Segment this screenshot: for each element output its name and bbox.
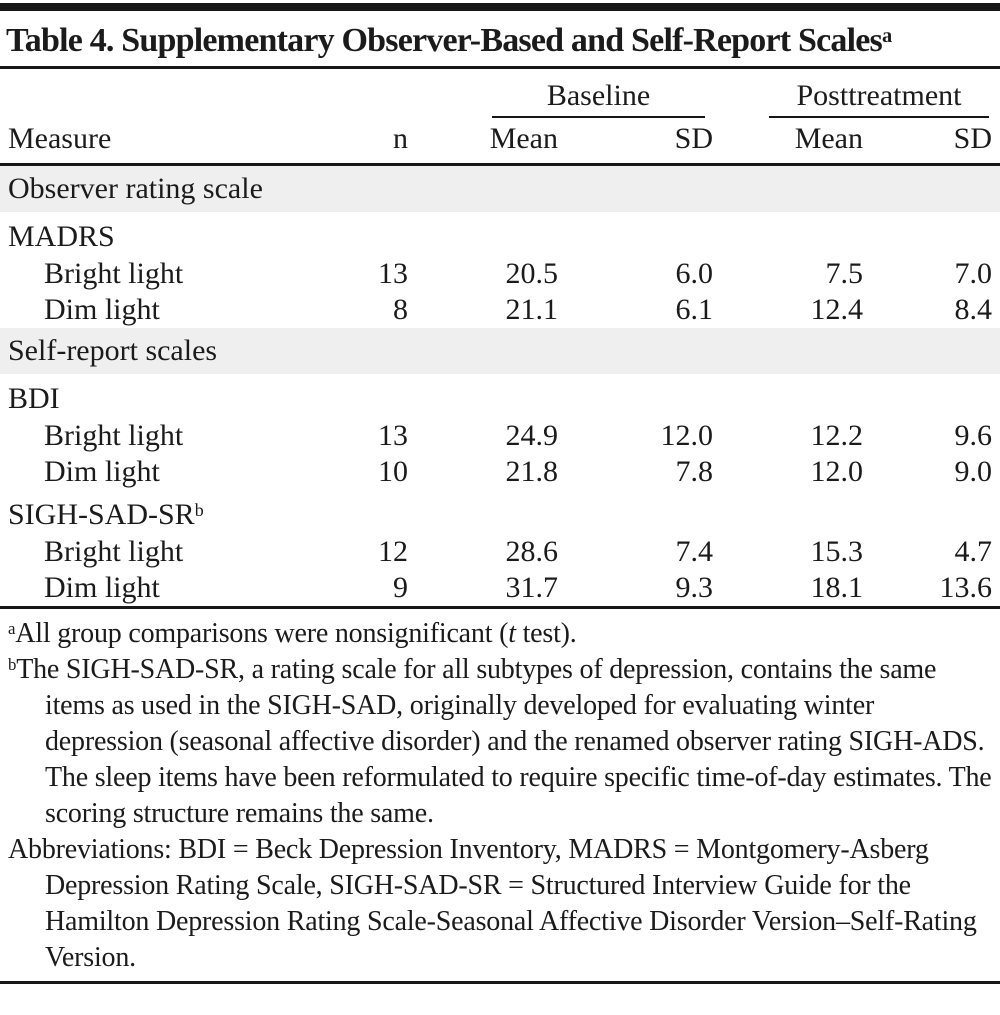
- group-label: BDI: [0, 374, 1000, 418]
- cell-baseline-mean: 21.1: [505, 293, 559, 326]
- cell-posttreatment-sd: 8.4: [954, 293, 993, 326]
- cell-baseline-sd: 6.1: [675, 293, 714, 326]
- cell-posttreatment-mean: 12.0: [810, 455, 864, 488]
- cell-n: 9: [336, 570, 408, 609]
- group-row-sighsadsr: SIGH-SAD-SRb: [0, 490, 1000, 534]
- cell-posttreatment-mean: 15.3: [810, 535, 864, 568]
- footnote-a-marker: a: [8, 619, 16, 639]
- footnote-a-text: All group comparisons were nonsignifican…: [15, 618, 509, 649]
- footnotes: aAll group comparisons were nonsignifica…: [0, 609, 1000, 976]
- footnote-b-text: The SIGH-SAD-SR, a rating scale for all …: [16, 654, 992, 829]
- cell-baseline-sd: 6.0: [675, 257, 714, 290]
- cell-baseline-mean: 24.9: [505, 419, 559, 452]
- group-row-madrs: MADRS: [0, 212, 1000, 256]
- footnote-a: aAll group comparisons were nonsignifica…: [8, 616, 992, 652]
- cell-baseline-sd: 7.4: [675, 535, 714, 568]
- section-band-observer: Observer rating scale: [0, 164, 1000, 212]
- cell-baseline-sd: 7.8: [675, 455, 714, 488]
- cell-n: 13: [378, 419, 408, 452]
- group-label: MADRS: [0, 212, 1000, 256]
- spanner-empty-cell: [0, 69, 408, 118]
- header-n: n: [336, 118, 408, 166]
- posttreatment-spanner-cell: Posttreatment: [739, 69, 1000, 118]
- cell-posttreatment-sd: 13.6: [863, 570, 1000, 609]
- row-label: Dim light: [44, 293, 160, 326]
- table-row: Bright light 12 28.6 7.4 15.3 4.7: [0, 534, 1000, 570]
- group-row-bdi: BDI: [0, 374, 1000, 418]
- footnote-a-text-end: test).: [515, 618, 577, 649]
- group-label-text: MADRS: [8, 220, 115, 253]
- cell-posttreatment-mean: 12.2: [810, 419, 864, 452]
- header-posttreatment-sd: SD: [863, 118, 1000, 166]
- cell-baseline-sd: 9.3: [558, 570, 713, 609]
- table-row: Dim light 9 31.7 9.3 18.1 13.6: [0, 570, 1000, 609]
- header-posttreatment-mean: Mean: [739, 118, 863, 166]
- baseline-spanner-cell: Baseline: [408, 69, 713, 118]
- footnote-abbreviations: Abbreviations: BDI = Beck Depression Inv…: [8, 834, 977, 973]
- column-gap: [713, 534, 739, 570]
- row-label: Dim light: [44, 455, 160, 488]
- cell-baseline-mean: 21.8: [505, 455, 559, 488]
- column-gap: [713, 570, 739, 609]
- table-row: Dim light 10 21.8 7.8 12.0 9.0: [0, 454, 1000, 490]
- cell-n: 12: [378, 535, 408, 568]
- posttreatment-column-group: Posttreatment: [769, 79, 989, 118]
- section-band-selfreport: Self-report scales: [0, 328, 1000, 374]
- column-header-row: Measure n Mean SD Mean SD: [0, 118, 1000, 166]
- bottom-rule: [0, 981, 1000, 984]
- table-row: Dim light 8 21.1 6.1 12.4 8.4: [0, 292, 1000, 328]
- group-label-text: SIGH-SAD-SR: [8, 498, 195, 531]
- cell-baseline-mean: 20.5: [505, 257, 559, 290]
- table-title-text: Table 4. Supplementary Observer-Based an…: [6, 22, 883, 59]
- journal-table-figure: Table 4. Supplementary Observer-Based an…: [0, 3, 1000, 984]
- row-label: Bright light: [44, 257, 184, 290]
- table-row: Bright light 13 24.9 12.0 12.2 9.6: [0, 418, 1000, 454]
- title-footnote-marker: a: [881, 24, 892, 47]
- column-gap: [713, 418, 739, 454]
- header-measure: Measure: [0, 118, 336, 166]
- cell-posttreatment-sd: 7.0: [954, 257, 993, 290]
- group-label-text: BDI: [8, 382, 60, 415]
- cell-baseline-sd: 12.0: [660, 419, 714, 452]
- cell-posttreatment-sd: 9.6: [954, 419, 993, 452]
- column-gap: [713, 292, 739, 328]
- cell-n: 8: [393, 293, 408, 326]
- column-gap: [713, 454, 739, 490]
- footnote-b: bThe SIGH-SAD-SR, a rating scale for all…: [8, 652, 992, 832]
- spanner-header-row: Baseline Posttreatment: [0, 69, 1000, 118]
- baseline-column-group: Baseline: [492, 79, 705, 118]
- cell-n: 13: [378, 257, 408, 290]
- footnote-b-marker: b: [8, 655, 17, 675]
- data-table: Baseline Posttreatment Measure n Mean SD…: [0, 69, 1000, 609]
- cell-posttreatment-mean: 12.4: [810, 293, 864, 326]
- column-gap: [713, 256, 739, 292]
- top-rule: [0, 3, 1000, 11]
- cell-baseline-mean: 31.7: [408, 570, 558, 609]
- cell-posttreatment-sd: 9.0: [954, 455, 993, 488]
- row-label: Bright light: [44, 419, 184, 452]
- cell-baseline-mean: 28.6: [505, 535, 559, 568]
- column-gap: [713, 69, 739, 118]
- header-baseline-sd: SD: [558, 118, 713, 166]
- section-band-label: Observer rating scale: [0, 164, 1000, 212]
- group-label: SIGH-SAD-SRb: [0, 490, 1000, 534]
- table-row: Bright light 13 20.5 6.0 7.5 7.0: [0, 256, 1000, 292]
- header-baseline-mean: Mean: [408, 118, 558, 166]
- cell-n: 10: [378, 455, 408, 488]
- cell-posttreatment-mean: 7.5: [825, 257, 864, 290]
- cell-posttreatment-mean: 18.1: [739, 570, 863, 609]
- row-label: Dim light: [0, 570, 336, 609]
- row-label: Bright light: [44, 535, 184, 568]
- column-gap: [713, 118, 739, 166]
- group-footnote-marker: b: [194, 499, 204, 520]
- section-band-label: Self-report scales: [0, 328, 1000, 374]
- cell-posttreatment-sd: 4.7: [954, 535, 993, 568]
- table-title: Table 4. Supplementary Observer-Based an…: [0, 11, 1000, 69]
- footnote-a-italic-t: t: [508, 618, 516, 649]
